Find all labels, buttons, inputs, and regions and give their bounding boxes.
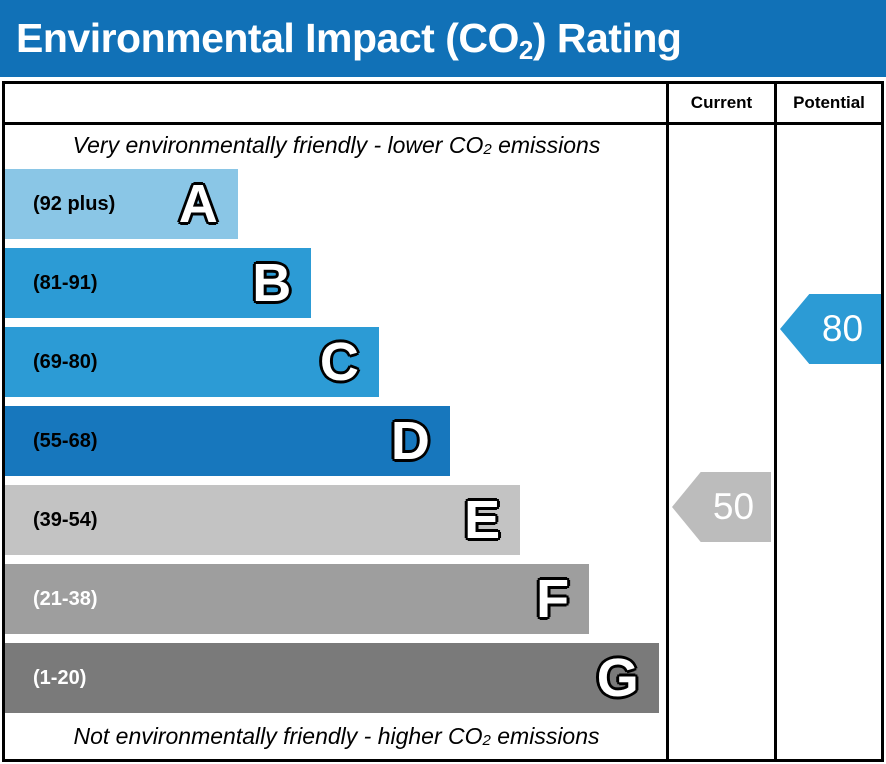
potential-arrow: 80 <box>780 294 881 364</box>
rating-bands: (92 plus) A (81-91) B (69-80) C (55-68) … <box>5 169 668 713</box>
band-letter: C <box>319 332 359 392</box>
potential-value: 80 <box>821 308 864 349</box>
band-range-label: (1-20) <box>33 666 87 689</box>
band-row-f: (21-38) F <box>5 564 590 634</box>
column-divider-current <box>666 84 669 759</box>
top-caption-subscript: 2 <box>483 140 492 158</box>
band-letter: E <box>464 490 501 550</box>
title-suffix: ) Rating <box>532 15 682 61</box>
band-row-e: (39-54) E <box>5 485 521 555</box>
bottom-caption-subscript: 2 <box>482 731 491 749</box>
top-caption-prefix: Very environmentally friendly - lower CO <box>72 131 484 158</box>
band-range-label: (81-91) <box>33 271 98 294</box>
band-row-g: (1-20) G <box>5 643 659 713</box>
band-letter: B <box>252 253 292 313</box>
bottom-caption-suffix: emissions <box>490 722 600 749</box>
band-letter: D <box>390 411 430 471</box>
band-letter: G <box>596 648 639 708</box>
top-caption: Very environmentally friendly - lower CO… <box>5 127 668 163</box>
band-range-label: (39-54) <box>33 508 98 531</box>
band-range-label: (21-38) <box>33 587 98 610</box>
title-subscript: 2 <box>518 35 533 65</box>
top-caption-suffix: emissions <box>491 131 601 158</box>
band-letter: A <box>178 174 218 234</box>
title-bar: Environmental Impact (CO2) Rating <box>0 0 886 77</box>
column-divider-potential <box>774 84 777 759</box>
band-row-b: (81-91) B <box>5 248 312 318</box>
band-range-label: (69-80) <box>33 350 98 373</box>
title-prefix: Environmental Impact (CO <box>16 15 519 61</box>
bottom-caption-prefix: Not environmentally friendly - higher CO <box>73 722 483 749</box>
band-row-d: (55-68) D <box>5 406 450 476</box>
current-column-header: Current <box>690 93 753 112</box>
band-range-label: (92 plus) <box>33 192 116 215</box>
band-letter: F <box>536 569 570 629</box>
band-row-a: (92 plus) A <box>5 169 238 239</box>
bottom-caption: Not environmentally friendly - higher CO… <box>5 715 668 757</box>
band-row-c: (69-80) C <box>5 327 379 397</box>
potential-column-header: Potential <box>793 93 865 112</box>
page-title: Environmental Impact (CO2) Rating <box>16 15 682 65</box>
current-value: 50 <box>712 486 755 527</box>
band-range-label: (55-68) <box>33 429 98 452</box>
header-underline <box>5 122 881 125</box>
